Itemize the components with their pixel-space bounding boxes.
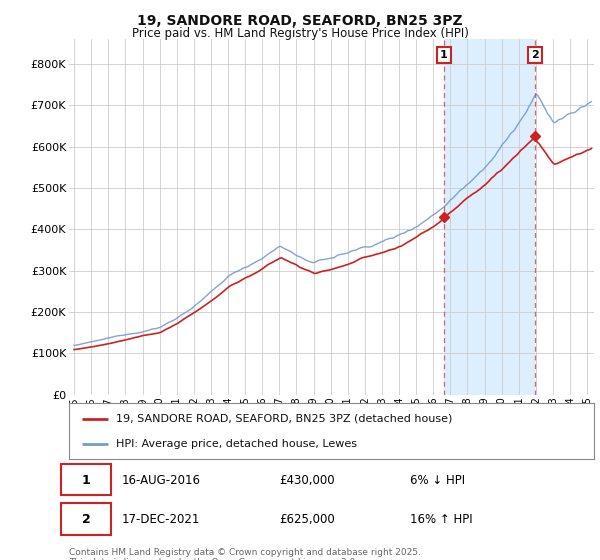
Text: £625,000: £625,000: [279, 513, 335, 526]
Text: 2: 2: [82, 513, 91, 526]
Text: 19, SANDORE ROAD, SEAFORD, BN25 3PZ: 19, SANDORE ROAD, SEAFORD, BN25 3PZ: [137, 14, 463, 28]
Text: 1: 1: [440, 50, 448, 60]
Bar: [444, 39, 535, 395]
FancyBboxPatch shape: [61, 464, 111, 496]
Text: £430,000: £430,000: [279, 474, 335, 487]
Text: Price paid vs. HM Land Registry's House Price Index (HPI): Price paid vs. HM Land Registry's House …: [131, 27, 469, 40]
Text: 1: 1: [82, 474, 91, 487]
Text: 6% ↓ HPI: 6% ↓ HPI: [410, 474, 466, 487]
Text: HPI: Average price, detached house, Lewes: HPI: Average price, detached house, Lewe…: [116, 438, 357, 449]
Text: Contains HM Land Registry data © Crown copyright and database right 2025.
This d: Contains HM Land Registry data © Crown c…: [69, 548, 421, 560]
Text: 2: 2: [531, 50, 539, 60]
Text: 16% ↑ HPI: 16% ↑ HPI: [410, 513, 473, 526]
Text: 16-AUG-2016: 16-AUG-2016: [121, 474, 200, 487]
Text: 17-DEC-2021: 17-DEC-2021: [121, 513, 200, 526]
FancyBboxPatch shape: [61, 503, 111, 535]
Text: 19, SANDORE ROAD, SEAFORD, BN25 3PZ (detached house): 19, SANDORE ROAD, SEAFORD, BN25 3PZ (det…: [116, 414, 452, 424]
